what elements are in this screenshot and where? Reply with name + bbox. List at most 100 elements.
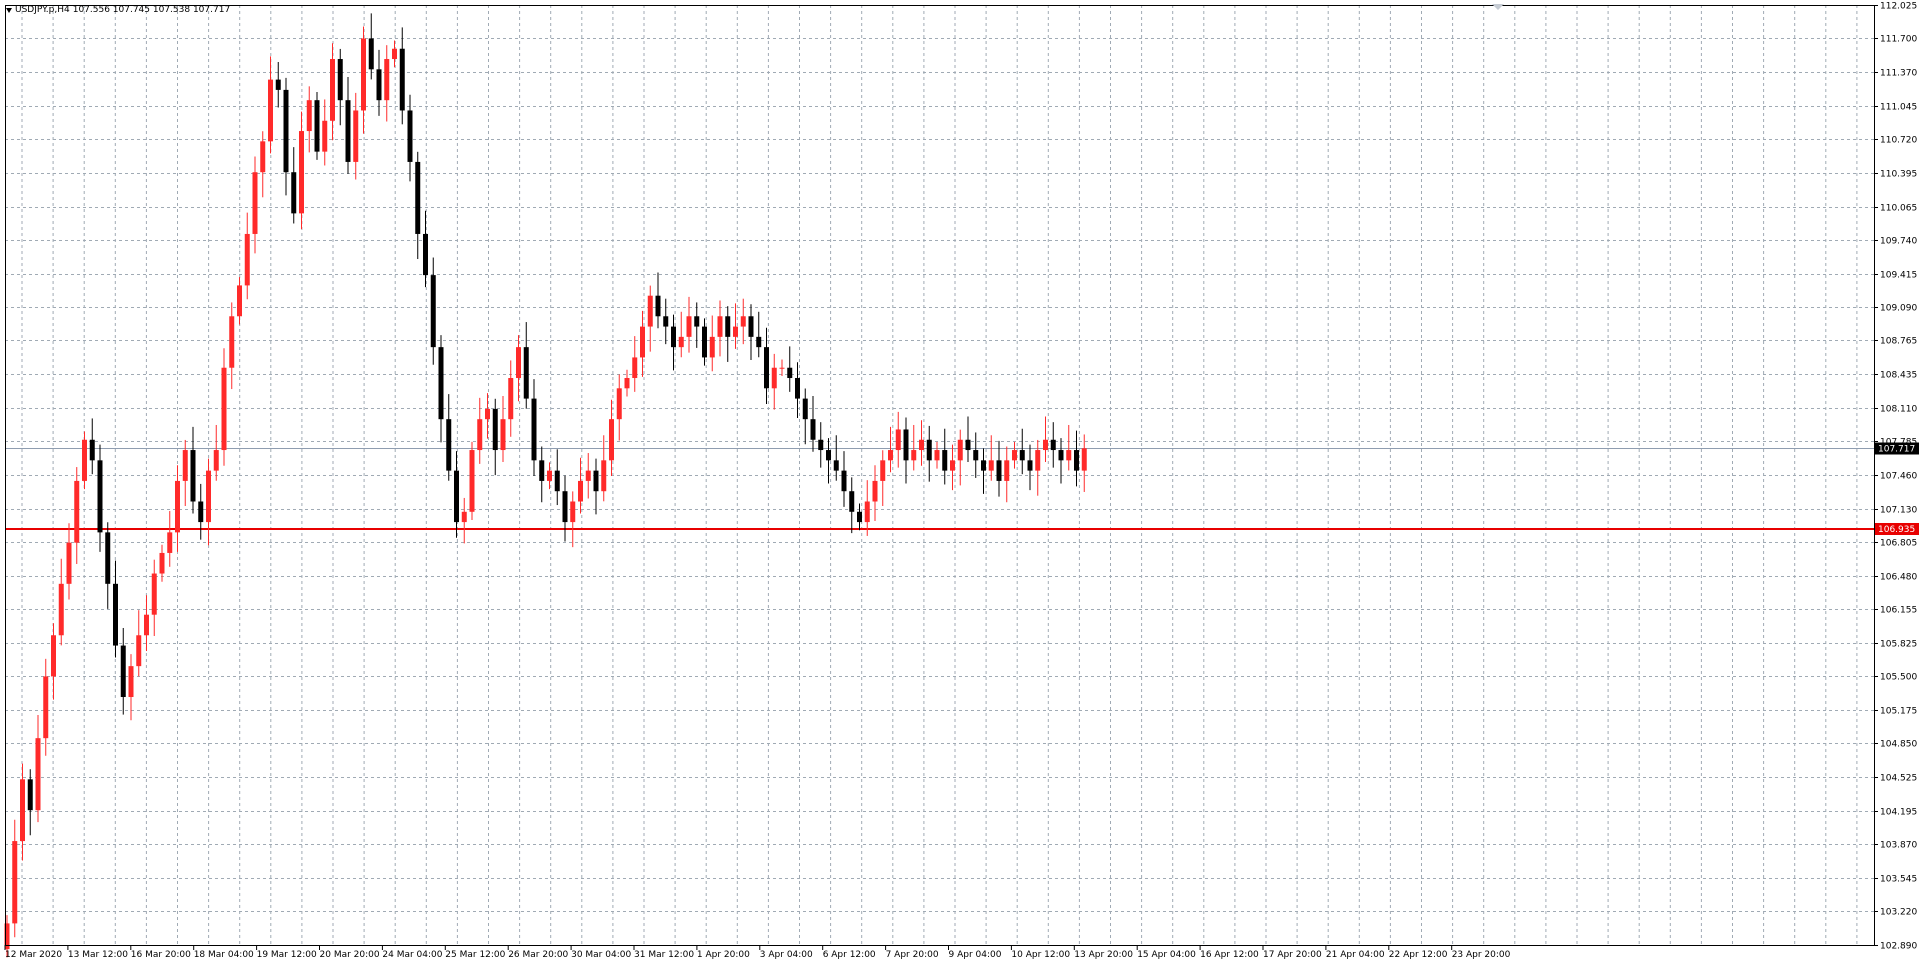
candle-bear [1019,450,1025,461]
candle-bull [306,100,312,132]
candle-bull [353,110,359,162]
x-tick-label: 18 Mar 04:00 [194,950,254,960]
y-tick-label: 105.175 [1880,707,1917,717]
candle-bear [539,460,545,481]
candle-bull [678,336,684,348]
y-tick-label: 102.890 [1880,942,1917,952]
candle-bear [283,89,289,173]
candle-bear [120,645,126,698]
candle-bull [895,429,901,451]
candle-bull [779,367,785,369]
candle-bear [430,275,436,348]
candle-bull [578,480,583,502]
candle-bull [911,450,917,461]
candle-bull [66,542,72,584]
x-tick-label: 26 Mar 20:00 [508,950,568,960]
x-tick-label: 10 Apr 12:00 [1011,950,1070,960]
y-tick-label: 106.480 [1880,573,1917,583]
x-tick-label: 7 Apr 20:00 [886,950,939,960]
candle-bull [508,378,514,420]
candle-bull [299,131,304,214]
y-tick-label: 106.805 [1880,539,1917,549]
candle-bull [469,450,475,512]
candle-bull [128,666,134,698]
candle-bear [113,583,118,646]
candle-bull [252,172,258,234]
plot-frame [5,5,1875,946]
candle-bull [647,295,653,327]
candle-bear [105,532,111,584]
y-tick-label: 107.130 [1880,506,1917,516]
candle-bull [919,439,924,451]
candle-bear [725,316,731,337]
candle-bull [151,573,157,615]
y-tick-label: 110.720 [1880,136,1917,146]
candle-bull [477,419,483,451]
candle-bull [229,316,235,368]
candle-bull [392,48,397,60]
candle-bull [516,347,521,379]
candle-bull [733,326,738,337]
candle-bull [136,635,142,667]
candle-bear [833,460,839,471]
candle-bull [4,923,10,950]
candle-bull [461,511,467,523]
x-tick-label: 16 Apr 12:00 [1200,950,1259,960]
candle-bull [686,316,692,337]
x-tick-label: 22 Apr 12:00 [1389,950,1448,960]
candle-bear [337,59,343,101]
candle-bear [415,161,421,234]
candle-bull [740,316,746,327]
y-tick-label: 109.090 [1880,304,1917,314]
x-tick-label: 17 Apr 20:00 [1263,950,1322,960]
candle-bear [446,419,452,471]
candle-bear [1027,460,1033,471]
candle-bull [1004,460,1010,481]
candle-bear [399,48,405,111]
y-tick-label: 108.110 [1880,405,1917,415]
shift-marker-icon[interactable] [1492,4,1504,10]
candle-bull [1035,450,1041,471]
candle-bull [864,501,870,523]
candle-bull [1066,450,1072,461]
candle-bull [322,120,328,152]
ohlc-label: 107.556 107.745 107.538 107.717 [72,5,231,15]
x-tick-label: 12 Mar 2020 [5,950,62,960]
candle-bull [361,38,366,111]
candle-bull [880,460,886,481]
x-tick-label: 19 Mar 12:00 [257,950,317,960]
candle-bull [957,439,963,461]
y-tick-label: 108.765 [1880,337,1917,347]
candle-bear [756,336,762,348]
x-tick-label: 15 Apr 04:00 [1137,950,1196,960]
dropdown-triangle-icon[interactable] [6,7,12,13]
y-tick-label: 104.850 [1880,740,1917,750]
candle-bear [275,79,281,90]
candle-bear [345,100,351,162]
level-price-box [1875,523,1919,535]
candle-bear [981,460,986,471]
candle-bear [1058,450,1064,461]
y-tick-label: 103.870 [1880,841,1917,851]
candle-bull [950,460,955,471]
candle-bear [663,316,669,327]
candle-bear [810,419,816,440]
candle-bear [795,378,800,399]
candle-bull [609,419,614,461]
candle-bear [314,100,320,152]
candle-bull [888,450,893,461]
x-tick-label: 13 Mar 12:00 [68,950,128,960]
candle-bull [175,480,180,533]
candle-bear [694,316,700,327]
level-price-label: 106.935 [1878,525,1915,535]
candle-bear [423,233,428,276]
chart-header: USDJPY.p,H4 107.556 107.745 107.538 107.… [6,5,230,15]
y-tick-label: 106.155 [1880,606,1917,616]
candle-bull [12,841,18,924]
y-tick-label: 109.415 [1880,271,1917,281]
candle-bear [818,439,824,451]
candle-bear [849,491,855,512]
candle-bull [82,439,87,481]
